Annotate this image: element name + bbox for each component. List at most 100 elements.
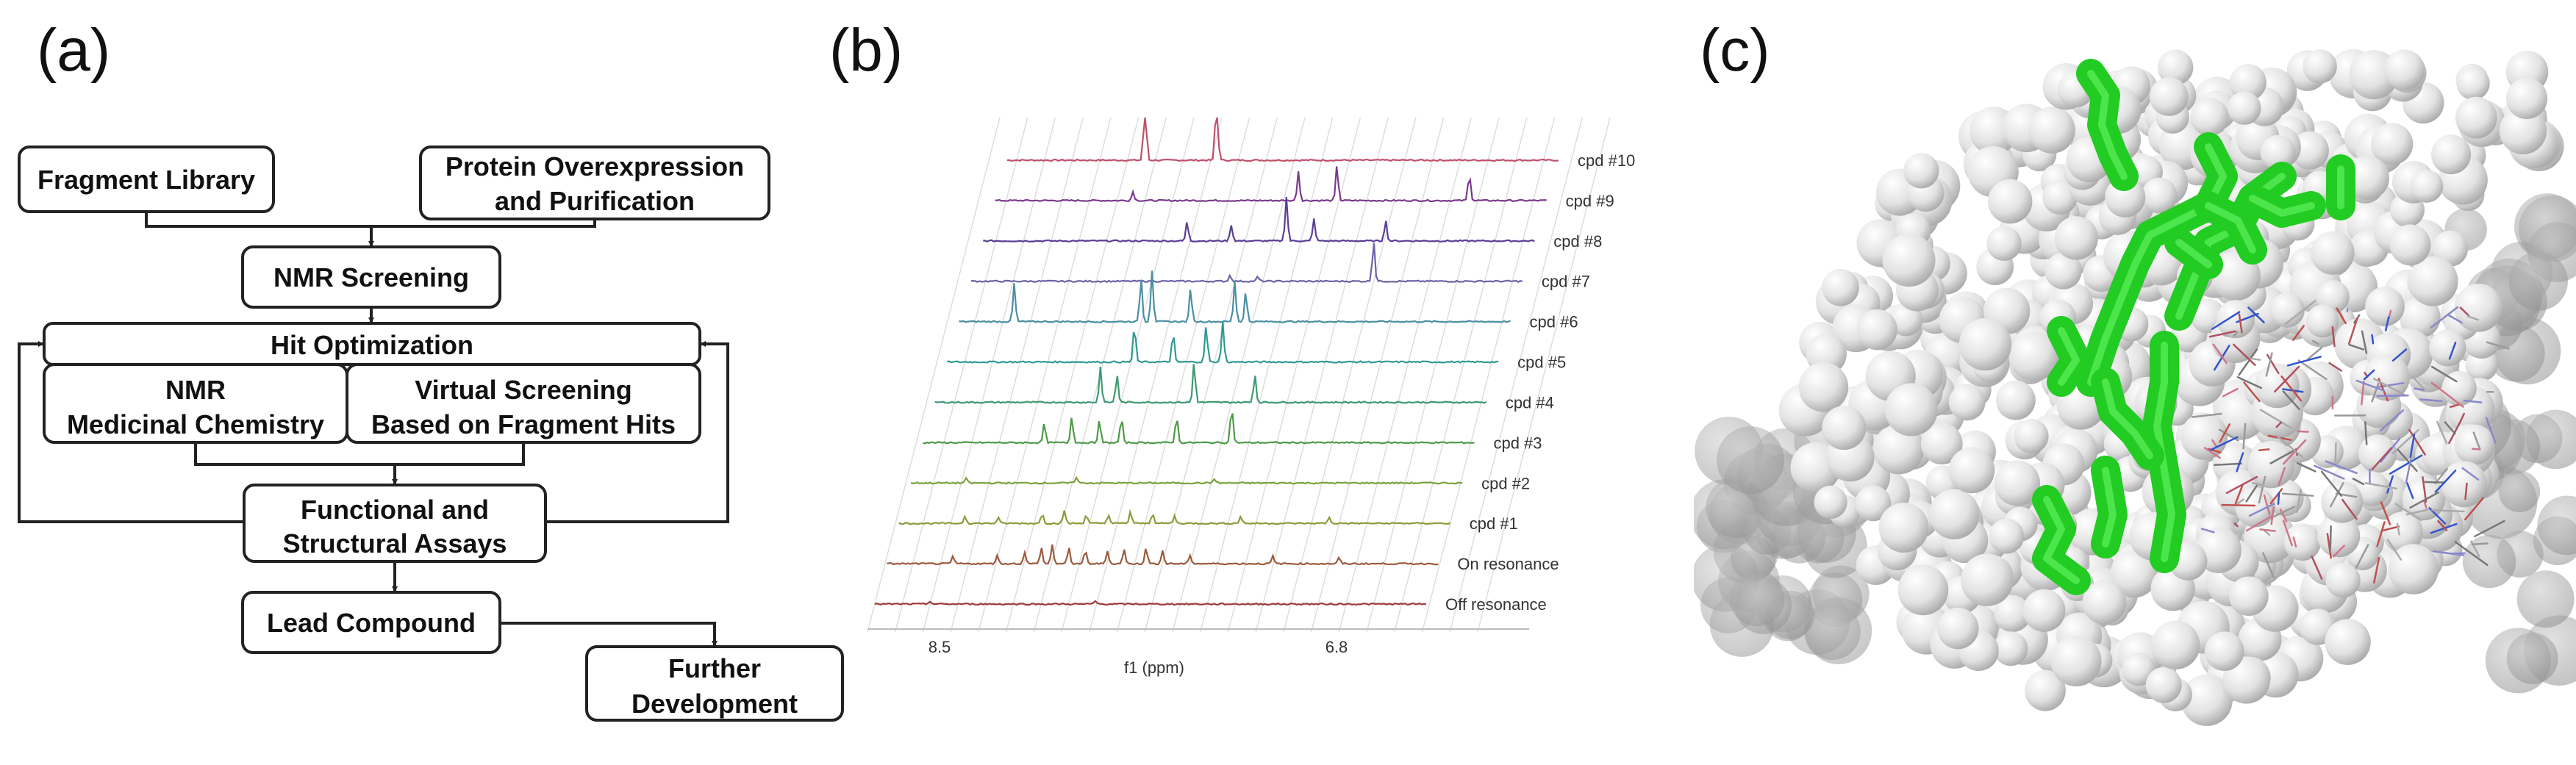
grid-line: [895, 117, 1028, 633]
surface-atom: [2383, 49, 2425, 90]
ligand-bond: [2236, 376, 2263, 389]
ligand-bond: [2225, 475, 2258, 495]
grid-line: [1061, 117, 1195, 633]
ligand-bond: [2259, 409, 2292, 429]
ligand-bond: [2361, 330, 2368, 354]
panel-b-label: (b): [829, 17, 904, 84]
ligand-bond: [2430, 306, 2459, 328]
ligand-bond: [2448, 420, 2462, 445]
protein-text-line2: and Purification: [495, 186, 695, 216]
surface-atom: [2050, 635, 2102, 687]
surface-atom: [2269, 292, 2305, 328]
ligand-bond: [2275, 434, 2303, 458]
spectra-labels: cpd #10 cpd #9 cpd #8 cpd #7 cpd #6 cpd #5 cpd…: [1445, 151, 1635, 614]
grid-line: [978, 117, 1112, 633]
surface-atom: [1988, 179, 2033, 224]
ligand-bond: [2364, 421, 2368, 445]
nmr-screening-text: NMR Screening: [273, 262, 469, 292]
ligand-bond: [2409, 434, 2416, 458]
surface-atom: [2462, 534, 2516, 589]
surface-atom: [2454, 424, 2495, 465]
ligand-bond: [2328, 362, 2343, 372]
ligand-bond: [2212, 343, 2228, 364]
ligand-bond: [2379, 409, 2405, 432]
ligand-bond: [2372, 378, 2406, 396]
surface-atom: [2204, 631, 2244, 671]
protein-text-line1: Protein Overexpression: [446, 151, 744, 182]
surface-atom: [2110, 550, 2158, 598]
ligand-bond: [2355, 544, 2369, 569]
virtual-screening-box: Virtual Screening Based on Fragment Hits: [346, 363, 701, 444]
grid-line: [1200, 117, 1334, 633]
surface-atom: [1961, 553, 2014, 606]
surface-atom: [2290, 131, 2329, 170]
ligand-bond: [2234, 484, 2244, 505]
ligand-bond: [2430, 381, 2464, 408]
ligand-bond: [2282, 390, 2300, 411]
ligand-bond: [2474, 520, 2505, 538]
surface-atom: [2498, 470, 2541, 512]
ligand-bond: [2432, 550, 2464, 556]
trace-label: cpd #3: [1493, 434, 1542, 452]
surface-atom: [2516, 570, 2575, 628]
x-tick-6-8: 6.8: [1325, 638, 1348, 656]
ligand-bond: [2223, 334, 2230, 337]
grid-line: [1089, 117, 1223, 633]
trace-label: Off resonance: [1445, 595, 1547, 614]
spectrum-trace: [1006, 117, 1559, 162]
spectrum-trace: [887, 544, 1439, 566]
ligand-bond: [2262, 552, 2275, 579]
x-axis-label: f1 (ppm): [1124, 658, 1184, 677]
surface-atom: [2260, 134, 2296, 170]
surface-atom: [2456, 66, 2490, 100]
ligand-bond: [2408, 428, 2426, 456]
ligand-bond: [2355, 379, 2385, 392]
surface-atom: [1921, 423, 1963, 464]
surface-atom: [1958, 317, 2012, 371]
surface-atom: [2408, 256, 2458, 306]
surface-atom: [1994, 460, 2041, 506]
ligand-bond: [2265, 352, 2273, 377]
ligand-bond: [2245, 515, 2273, 532]
ligand-bond: [2211, 311, 2241, 330]
ligand-bond: [2251, 481, 2266, 487]
grid-line: [1255, 117, 1389, 633]
surface-atom: [2190, 98, 2229, 137]
ligand-bond: [2203, 447, 2221, 459]
ligand-bond: [2405, 481, 2414, 500]
ligand-bond: [2278, 467, 2286, 486]
ligand-bond: [2361, 381, 2365, 406]
surface-atom: [1805, 597, 1872, 664]
ligand-bond: [2380, 501, 2391, 525]
surface-atom: [2158, 49, 2194, 86]
surface-atom: [2311, 231, 2355, 275]
connector-methods-join: [194, 442, 525, 466]
ligand-bond: [2296, 489, 2302, 514]
surface-atom: [2044, 252, 2082, 290]
surface-atom: [2388, 544, 2439, 595]
ligand-bond: [2248, 503, 2275, 517]
ligand-bond: [2424, 481, 2446, 484]
ligand-bond: [2394, 503, 2422, 522]
ligand-bond: [2376, 394, 2409, 398]
hit-optimization-box: Hit Optimization: [43, 322, 701, 366]
ligand-bond: [2384, 316, 2390, 331]
ligand-bond: [2263, 494, 2271, 515]
spectra-x-axis: 8.5 6.8 f1 (ppm): [867, 628, 1529, 677]
surface-atom: [1889, 302, 1923, 337]
ligand-bond: [2284, 300, 2316, 326]
ligand-bond: [2221, 503, 2256, 507]
ligand-bond: [2296, 462, 2316, 473]
panel-a-label: (a): [37, 17, 111, 84]
ligand-bond: [2391, 348, 2408, 362]
nmr-spectra-chart: cpd #10 cpd #9 cpd #8 cpd #7 cpd #6 cpd #5 cpd…: [867, 117, 1635, 677]
grid-line: [1366, 117, 1500, 633]
ligand-bond: [2371, 382, 2380, 403]
green-residue-highlight: [2249, 195, 2315, 217]
ligand-bond: [2414, 387, 2425, 391]
surface-atom: [2505, 77, 2548, 119]
x-tick-8-5: 8.5: [929, 638, 951, 656]
surface-atom: [2216, 300, 2255, 339]
ligand-bond: [2297, 359, 2328, 381]
surface-atom: [2008, 331, 2058, 381]
